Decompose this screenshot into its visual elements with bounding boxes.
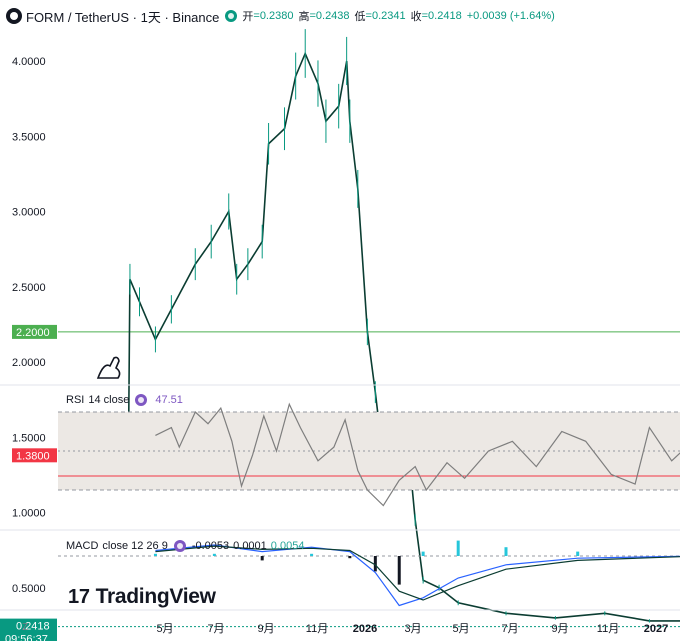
macd-hist-bar	[504, 547, 508, 556]
form-logo-icon	[6, 8, 22, 24]
macd-hist-bar	[310, 553, 314, 556]
open-value: =0.2380	[253, 10, 294, 22]
chart-header: FORM / TetherUS · 1天 · Binance 开 =0.2380…	[6, 6, 560, 26]
last-price-badge-bg	[0, 618, 57, 641]
tradingview-mark-icon: 17	[68, 585, 90, 608]
high-label: 高	[298, 11, 310, 23]
high-value: =0.2438	[309, 10, 350, 22]
green-level-badge-bg	[12, 324, 57, 339]
red-level-badge: 1.3800	[16, 450, 50, 462]
macd-hist-bar	[397, 556, 401, 585]
time-tick-label: 7月	[207, 623, 224, 635]
symbol-title[interactable]: FORM / TetherUS · 1天 · Binance	[26, 9, 220, 25]
macd-hist-bar	[373, 556, 377, 572]
macd-value: -0.0053	[191, 540, 230, 552]
timezone-z-button[interactable]: Z	[22, 622, 29, 633]
low-value: =0.2341	[365, 10, 406, 22]
macd-legend[interactable]: MACD close 12 26 9 -0.0053 0.0001 0.0054	[66, 540, 304, 552]
macd-hist-bar	[348, 556, 352, 559]
rsi-line	[155, 402, 680, 507]
price-tick-label: 1.0000	[12, 508, 46, 520]
time-tick-label: 9月	[551, 623, 568, 635]
time-tick-label: 2026	[353, 623, 377, 635]
price-tick-label: 2.5000	[12, 282, 46, 294]
price-tick-label: 4.0000	[12, 56, 46, 68]
rsi-params: 14 close	[88, 394, 130, 406]
green-level-badge: 2.2000	[16, 327, 50, 339]
macd-params: close 12 26 9	[102, 540, 168, 552]
macd-hist-bar	[212, 553, 216, 556]
red-level-badge-bg	[12, 448, 57, 463]
price-line	[127, 51, 680, 622]
price-tick-label: 3.5000	[12, 131, 46, 143]
macd-hist-bar	[260, 556, 264, 561]
macd-hist-bar	[576, 551, 580, 556]
macd-signal-value: 0.0001	[233, 540, 267, 552]
time-tick-label: 11月	[597, 623, 619, 635]
time-tick-label: 11月	[306, 623, 328, 635]
close-label: 收	[410, 11, 422, 23]
time-tick-label: 3月	[404, 623, 421, 635]
macd-signal-line	[155, 545, 680, 601]
time-tick-label: 7月	[501, 623, 518, 635]
macd-hist-bar	[153, 553, 157, 556]
price-tick-label: 0.5000	[12, 583, 46, 595]
macd-hist-value: 0.0054	[270, 540, 305, 552]
time-tick-label: 2027	[644, 623, 668, 635]
rsi-legend[interactable]: RSI 14 close 47.51	[66, 394, 183, 406]
macd-hist-bar	[456, 540, 460, 556]
tradingview-logo[interactable]: 17 TradingView	[68, 585, 216, 609]
price-tick-label: 2.0000	[12, 357, 46, 369]
change-value: +0.0039 (+1.64%)	[466, 10, 555, 22]
dino-icon	[96, 356, 121, 379]
rsi-pane[interactable]	[0, 402, 680, 531]
market-status-icon	[225, 10, 238, 22]
low-label: 低	[354, 11, 366, 23]
rsi-settings-icon[interactable]	[135, 394, 148, 406]
time-tick-label: 5月	[156, 623, 173, 635]
price-tick-label: 3.0000	[12, 207, 46, 219]
tradingview-wordmark: TradingView	[95, 585, 216, 608]
open-label: 开	[242, 11, 254, 23]
macd-line	[155, 544, 680, 607]
macd-pane[interactable]	[0, 540, 680, 611]
rsi-label: RSI	[66, 394, 85, 406]
price-tick-label: 1.5000	[12, 432, 46, 444]
close-value: =0.2418	[421, 10, 462, 22]
time-tick-label: 9月	[257, 623, 274, 635]
time-axis: 5月 7月 9月 11月 2026 3月 5月 7月 9月 11月 2027	[156, 623, 668, 635]
macd-hist-bar	[421, 551, 425, 556]
macd-label: MACD	[66, 540, 99, 552]
last-price-label: 0.2418	[16, 621, 50, 633]
countdown-label: 09:56:37	[5, 634, 48, 641]
time-tick-label: 5月	[452, 623, 469, 635]
macd-settings-icon[interactable]	[173, 540, 186, 552]
rsi-value: 47.51	[155, 394, 183, 406]
